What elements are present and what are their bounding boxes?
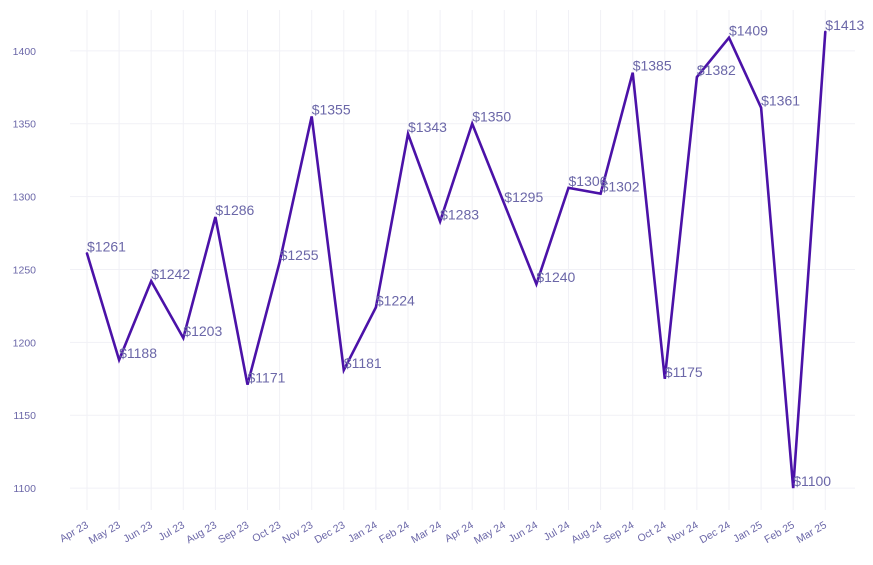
x-tick-label: Aug 23: [184, 519, 219, 546]
data-label: $1255: [280, 247, 319, 263]
data-label: $1242: [151, 266, 190, 282]
data-label: $1385: [633, 58, 672, 74]
y-axis-ticks: 1100 1150 1200 1250 1300 1350 1400: [13, 46, 37, 495]
x-tick-label: Apr 23: [58, 519, 91, 545]
data-label: $1224: [376, 292, 415, 308]
x-tick-label: Jul 24: [542, 519, 572, 543]
x-tick-label: Feb 24: [377, 519, 411, 546]
data-label: $1283: [440, 206, 479, 222]
x-tick-label: Jun 24: [507, 519, 540, 545]
data-label: $1286: [215, 202, 254, 218]
data-label: $1261: [87, 238, 126, 254]
data-labels: $1261 $1188 $1242 $1203 $1286 $1171 $1255 $1355…: [87, 17, 864, 489]
x-tick-label: Oct 24: [636, 519, 669, 545]
series-layer: [85, 30, 827, 489]
y-tick-label: 1350: [13, 119, 37, 131]
data-label: $1188: [119, 345, 157, 361]
x-tick-label: Sep 24: [601, 519, 636, 546]
x-tick-label: Dec 24: [698, 519, 733, 546]
x-tick-label: Mar 24: [409, 519, 443, 546]
x-tick-label: Jun 23: [121, 519, 154, 545]
x-tick-label: Jan 25: [731, 519, 764, 545]
x-tick-label: Oct 23: [250, 519, 283, 545]
x-tick-label: Feb 25: [762, 519, 796, 546]
data-label: $1306: [569, 173, 608, 189]
x-tick-label: Nov 24: [666, 519, 701, 546]
data-label: $1100: [793, 473, 831, 489]
y-tick-label: 1150: [13, 410, 36, 422]
y-tick-label: 1100: [13, 483, 36, 495]
x-tick-label: Jan 24: [346, 519, 379, 545]
data-label: $1302: [601, 179, 640, 195]
data-label: $1295: [504, 189, 543, 205]
y-tick-label: 1400: [13, 46, 37, 58]
series-line: [85, 30, 827, 489]
y-tick-label: 1300: [13, 192, 37, 204]
data-label: $1361: [761, 93, 800, 109]
data-label: $1350: [472, 109, 511, 125]
data-label: $1175: [665, 364, 703, 380]
x-tick-label: Nov 23: [280, 519, 315, 546]
data-label: $1382: [697, 62, 736, 78]
x-tick-label: Sep 23: [216, 519, 251, 546]
x-tick-label: Aug 24: [569, 519, 604, 546]
x-tick-label: May 24: [472, 519, 508, 547]
y-tick-label: 1200: [13, 337, 37, 349]
data-label: $1171: [248, 370, 286, 386]
data-label: $1343: [408, 119, 447, 135]
x-tick-label: Mar 25: [794, 519, 828, 546]
y-tick-label: 1250: [13, 264, 37, 276]
data-label: $1203: [183, 323, 222, 339]
data-label: $1181: [344, 355, 382, 371]
data-label: $1413: [825, 17, 864, 33]
x-tick-label: Jul 23: [157, 519, 187, 543]
x-tick-label: Dec 23: [312, 519, 347, 546]
data-label: $1409: [729, 23, 768, 39]
data-label: $1240: [536, 269, 575, 285]
data-label: $1355: [312, 101, 351, 117]
x-tick-label: May 23: [87, 519, 123, 547]
grid-layer: [70, 10, 855, 510]
x-tick-label: Apr 24: [443, 519, 476, 545]
